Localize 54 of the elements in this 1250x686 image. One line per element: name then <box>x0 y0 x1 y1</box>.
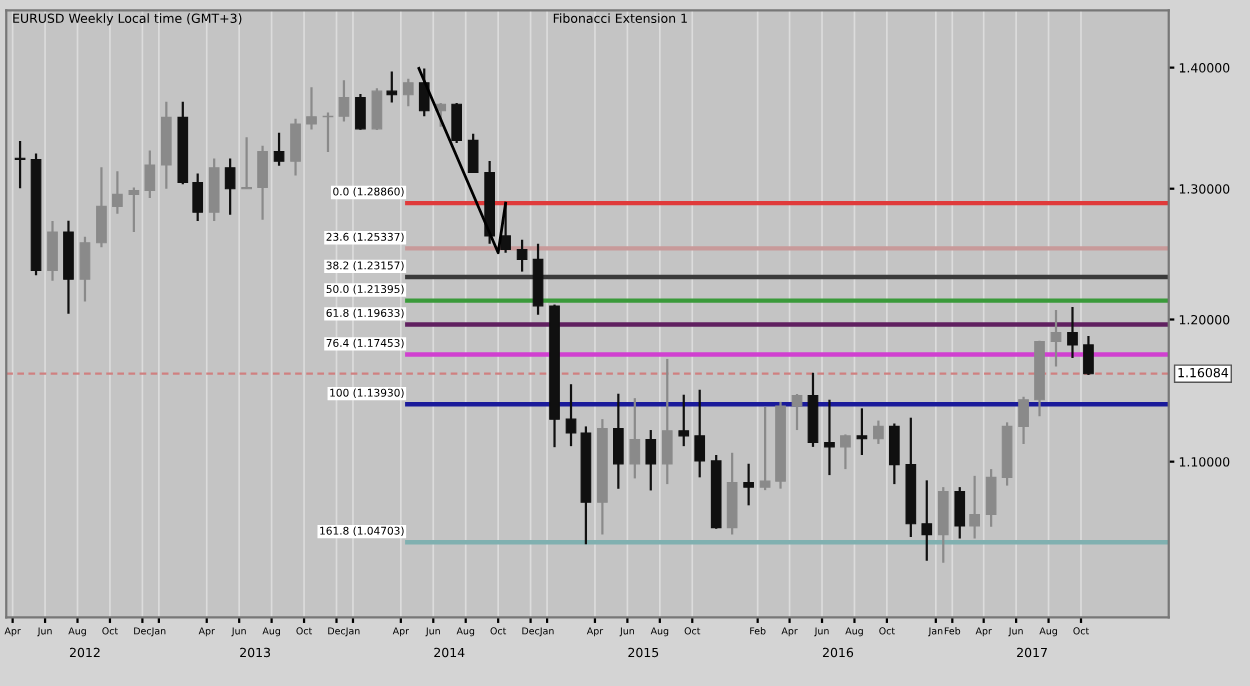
candlestick <box>565 383 577 448</box>
candlestick <box>1067 305 1078 360</box>
candlestick <box>840 433 851 471</box>
candlestick <box>613 392 624 490</box>
candlestick <box>208 157 220 223</box>
candlestick <box>112 170 123 215</box>
candlestick <box>532 242 544 316</box>
candlestick <box>338 79 350 123</box>
candlestick <box>937 486 949 564</box>
candlestick <box>160 100 172 190</box>
candlestick <box>418 67 430 118</box>
candlestick <box>402 77 414 108</box>
candlestick <box>824 398 835 477</box>
candlestick <box>128 186 140 233</box>
candlestick <box>355 92 366 131</box>
candlestick <box>451 101 463 145</box>
candlestick <box>759 405 771 492</box>
candlestick <box>290 117 301 177</box>
candlestick <box>856 407 868 457</box>
candlestick <box>516 238 528 273</box>
candlestick <box>273 131 285 167</box>
candlestick <box>224 157 236 216</box>
candlestick <box>921 479 933 562</box>
candlestick <box>79 235 91 303</box>
candlestick <box>63 219 74 315</box>
candlestick <box>985 468 997 528</box>
candlestick <box>500 202 511 254</box>
candlestick <box>678 393 690 448</box>
candlestick <box>257 144 268 221</box>
candlestick <box>807 371 819 448</box>
candlestick <box>192 172 204 223</box>
candlestick <box>386 70 398 104</box>
candlestick <box>645 428 657 492</box>
candlestick <box>743 462 754 507</box>
candlestick <box>791 392 803 432</box>
candlestick <box>889 422 900 486</box>
candlestick <box>14 139 26 190</box>
candlestick <box>144 149 156 200</box>
candlestick <box>47 219 58 282</box>
candlestick <box>1018 395 1029 446</box>
candlestick <box>371 87 383 132</box>
candlestick <box>661 357 673 486</box>
candlestick <box>241 136 252 190</box>
candlestick <box>1050 308 1062 368</box>
candlestick <box>306 86 317 131</box>
candlestick <box>726 451 738 536</box>
candlestick <box>969 474 980 540</box>
candlestick <box>96 166 107 249</box>
candlestick <box>873 419 884 446</box>
candlestick <box>629 397 641 480</box>
candlestick <box>467 132 479 174</box>
candlestick <box>694 388 706 479</box>
candlestick <box>1083 334 1094 376</box>
candlestick <box>954 486 966 540</box>
